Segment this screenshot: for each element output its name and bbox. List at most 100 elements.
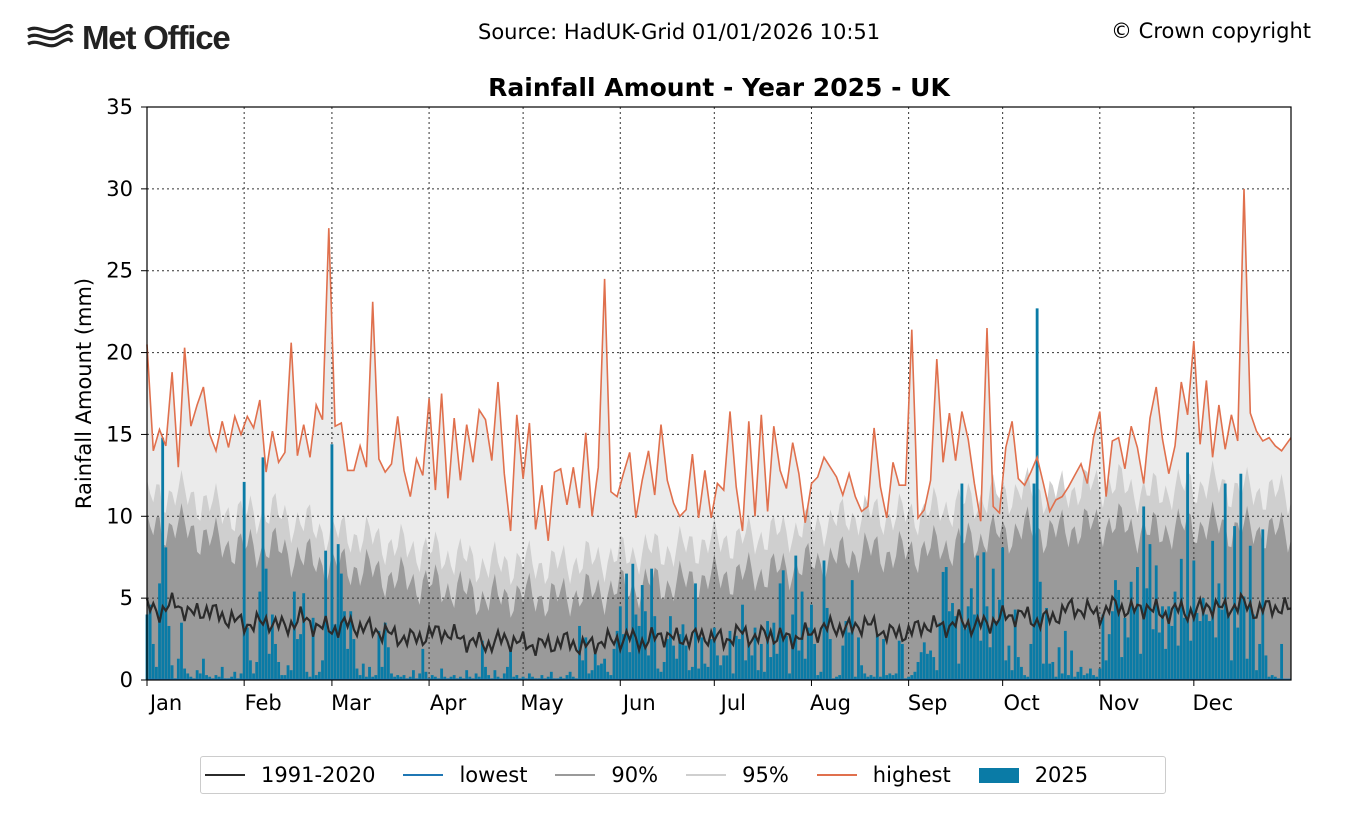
bar-2025 bbox=[527, 673, 531, 680]
bar-2025 bbox=[891, 675, 895, 680]
legend-label: 95% bbox=[742, 763, 789, 787]
bar-2025 bbox=[390, 673, 393, 680]
bar-2025 bbox=[1280, 643, 1284, 680]
bar-2025 bbox=[600, 663, 603, 680]
bar-2025 bbox=[214, 675, 218, 680]
bar-2025 bbox=[1029, 643, 1033, 680]
bar-2025 bbox=[1120, 657, 1124, 680]
bar-2025 bbox=[750, 655, 754, 680]
legend-swatch bbox=[816, 774, 857, 776]
bar-2025 bbox=[443, 676, 447, 680]
logo-text: Met Office bbox=[82, 19, 231, 56]
bar-2025 bbox=[640, 585, 644, 680]
bar-2025 bbox=[816, 675, 820, 680]
bar-2025 bbox=[1079, 666, 1083, 680]
bar-2025 bbox=[531, 676, 534, 680]
bar-2025 bbox=[424, 671, 428, 680]
bar-2025 bbox=[938, 622, 942, 680]
chart-legend: 1991-2020 lowest 90% 95% highest 2025 bbox=[200, 756, 1166, 794]
bar-2025 bbox=[1161, 606, 1164, 680]
bar-2025 bbox=[412, 670, 415, 680]
bar-2025 bbox=[1189, 640, 1193, 680]
bar-2025 bbox=[1098, 668, 1102, 680]
bar-2025 bbox=[1117, 589, 1121, 680]
bar-2025 bbox=[433, 676, 437, 680]
bar-2025 bbox=[781, 570, 785, 680]
bar-2025 bbox=[866, 676, 870, 680]
bar-2025 bbox=[1095, 676, 1099, 680]
bar-2025 bbox=[725, 655, 729, 680]
bar-2025 bbox=[1101, 614, 1105, 680]
bar-2025 bbox=[882, 639, 885, 680]
logo-waves-icon bbox=[27, 24, 74, 48]
bar-2025 bbox=[647, 655, 650, 680]
bar-2025 bbox=[208, 676, 212, 680]
bar-2025 bbox=[324, 550, 328, 680]
bar-2025 bbox=[509, 647, 512, 680]
bar-2025 bbox=[1082, 675, 1086, 680]
bar-2025 bbox=[305, 671, 309, 680]
bar-2025 bbox=[794, 555, 798, 680]
bar-2025 bbox=[506, 666, 509, 680]
bar-2025 bbox=[565, 675, 569, 680]
bar-2025 bbox=[308, 676, 312, 680]
bar-2025 bbox=[1132, 607, 1136, 680]
bar-2025 bbox=[951, 603, 954, 680]
bar-2025 bbox=[659, 671, 663, 680]
bar-2025 bbox=[1258, 643, 1262, 680]
bar-2025 bbox=[1023, 675, 1026, 680]
bar-2025 bbox=[164, 547, 168, 680]
y-tick-label: 30 bbox=[106, 177, 133, 201]
x-tick-label: Jan bbox=[148, 691, 182, 715]
bar-2025 bbox=[1208, 621, 1211, 680]
bar-2025 bbox=[1267, 676, 1271, 680]
bar-2025 bbox=[838, 675, 842, 680]
x-tick-label: Jul bbox=[719, 691, 746, 715]
bar-2025 bbox=[1041, 663, 1045, 680]
bar-2025 bbox=[1217, 583, 1221, 680]
bar-2025 bbox=[665, 639, 669, 680]
bar-2025 bbox=[198, 673, 202, 680]
bar-2025 bbox=[487, 675, 491, 680]
bar-2025 bbox=[847, 632, 851, 680]
bar-2025 bbox=[1085, 673, 1089, 680]
bar-2025 bbox=[700, 637, 704, 680]
bar-2025 bbox=[1060, 673, 1064, 680]
bar-2025 bbox=[1035, 308, 1039, 680]
bar-2025 bbox=[907, 676, 911, 680]
bar-2025 bbox=[380, 666, 384, 680]
bar-2025 bbox=[747, 643, 751, 680]
bar-2025 bbox=[775, 653, 779, 680]
bar-2025 bbox=[399, 676, 403, 680]
bar-2025 bbox=[205, 675, 208, 680]
bar-2025 bbox=[606, 671, 610, 680]
bar-2025 bbox=[1107, 634, 1111, 680]
bar-2025 bbox=[844, 621, 848, 680]
bar-2025 bbox=[1070, 650, 1074, 680]
bar-2025 bbox=[330, 444, 334, 680]
bar-2025 bbox=[625, 573, 628, 680]
met-office-logo: Met Office bbox=[26, 18, 231, 58]
chart-title: Rainfall Amount - Year 2025 - UK bbox=[488, 73, 951, 102]
bar-2025 bbox=[167, 625, 171, 680]
bar-2025 bbox=[929, 650, 932, 680]
bar-2025 bbox=[985, 606, 989, 680]
bar-2025 bbox=[1273, 676, 1277, 680]
bar-2025 bbox=[822, 560, 826, 680]
bar-2025 bbox=[1186, 452, 1189, 680]
bar-2025 bbox=[1013, 609, 1017, 680]
bar-2025 bbox=[383, 622, 387, 680]
bar-2025 bbox=[1176, 645, 1180, 680]
bar-2025 bbox=[960, 483, 964, 680]
bar-2025 bbox=[885, 675, 889, 680]
bar-2025 bbox=[741, 604, 744, 680]
bar-2025 bbox=[1204, 614, 1208, 680]
bar-2025 bbox=[1001, 547, 1005, 680]
bar-2025 bbox=[358, 675, 362, 680]
bar-2025 bbox=[609, 675, 613, 680]
bar-2025 bbox=[148, 604, 152, 680]
bar-2025 bbox=[1145, 588, 1149, 680]
bar-2025 bbox=[584, 637, 588, 680]
bar-2025 bbox=[919, 652, 923, 680]
bar-2025 bbox=[1139, 653, 1142, 680]
